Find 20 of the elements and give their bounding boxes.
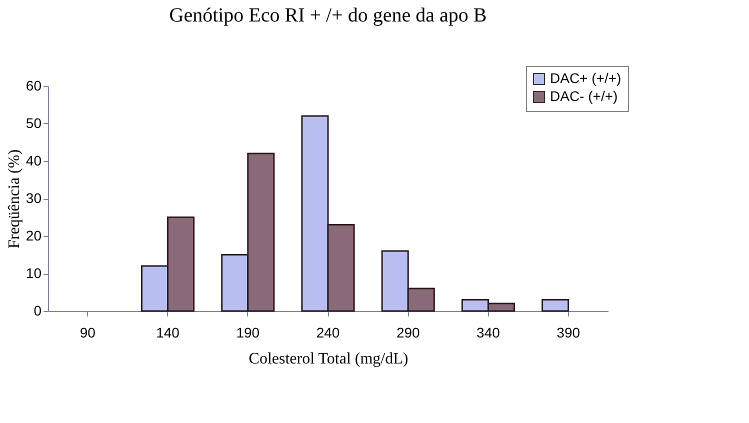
x-tick-label: 340 — [476, 324, 500, 340]
y-axis-title: Freqüência (%) — [6, 149, 23, 249]
y-tick-label: 60 — [26, 78, 42, 94]
x-tick-label: 90 — [80, 324, 96, 340]
x-tick-label: 240 — [316, 324, 340, 340]
y-tick-label: 0 — [34, 302, 42, 318]
x-axis-title: Colesterol Total (mg/dL) — [248, 350, 408, 368]
x-tick-label: 290 — [396, 324, 420, 340]
y-tick-label: 20 — [26, 228, 42, 244]
legend-label: DAC- (+/+) — [550, 88, 618, 104]
legend-label: DAC+ (+/+) — [550, 70, 622, 86]
y-tick-label: 50 — [26, 115, 42, 131]
y-tick-label: 30 — [26, 190, 42, 206]
x-tick-label: 190 — [236, 324, 260, 340]
y-tick-label: 10 — [26, 265, 42, 281]
bar — [542, 299, 570, 312]
x-tick-label: 140 — [156, 324, 180, 340]
y-tick-label: 40 — [26, 152, 42, 168]
chart-title: Genótipo Eco RI + /+ do gene da apo B — [169, 4, 487, 26]
x-tick-label: 390 — [556, 324, 580, 340]
